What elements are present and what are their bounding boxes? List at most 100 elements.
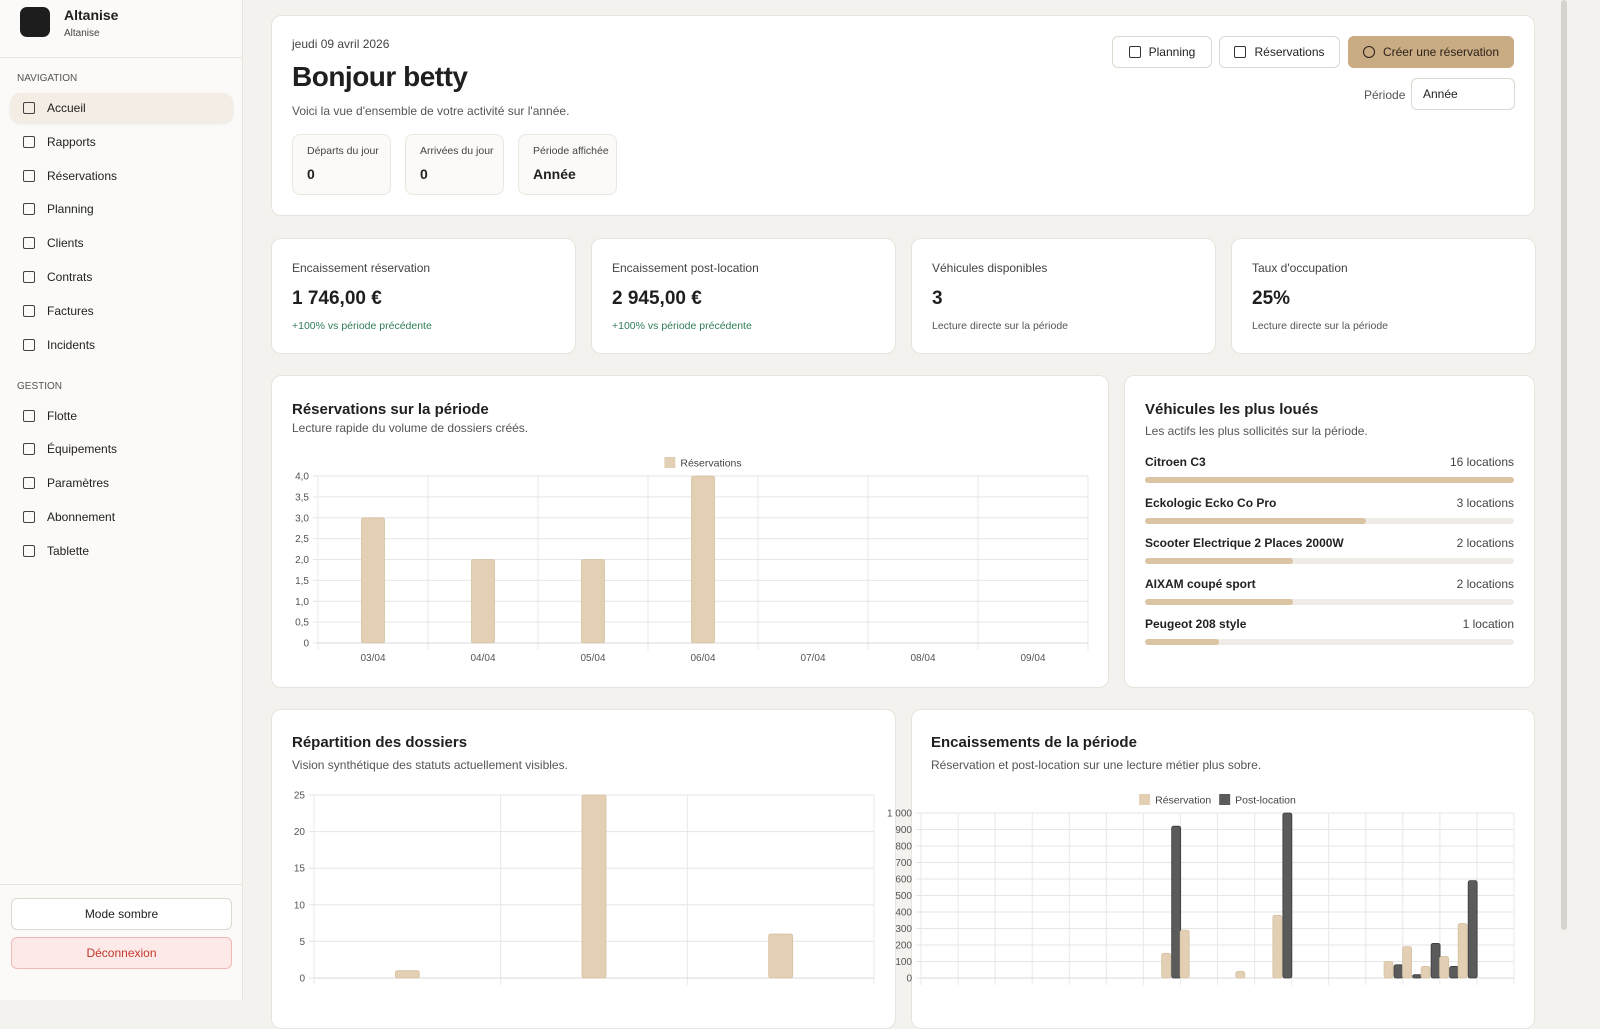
nav-item[interactable]: Rapports: [10, 127, 233, 157]
nav-label: Clients: [47, 236, 84, 251]
button-text: Créer une réservation: [1382, 45, 1500, 59]
kpi-note: Lecture directe sur la période: [1252, 320, 1388, 332]
nav-item[interactable]: Contrats: [10, 262, 233, 292]
create-button[interactable]: Créer une réservation: [1348, 36, 1514, 68]
vehicle-name: Citroen C3: [1145, 455, 1206, 469]
nav-item[interactable]: Planning: [10, 194, 233, 224]
vehicle-track: [1145, 598, 1514, 605]
divider: [0, 57, 242, 58]
reservations-card: [271, 375, 1109, 688]
kpi-value: 2 945,00 €: [612, 288, 702, 309]
vehicle-bar: [1145, 558, 1293, 565]
vehicle-name: Peugeot 208 style: [1145, 617, 1247, 632]
vehicle-track: [1145, 558, 1514, 565]
chart-title: Répartition des dossiers: [292, 734, 468, 751]
vehicle-name: Eckologic Ecko Co Pro: [1145, 495, 1277, 510]
theme-button[interactable]: Mode sombre: [11, 898, 232, 930]
nav-icon: [23, 409, 35, 422]
nav-icon: [23, 271, 35, 283]
vehicle-bar: [1145, 477, 1514, 483]
divider: [0, 884, 242, 885]
nav-section-title: NAVIGATION: [17, 73, 78, 84]
nav-label: Tablette: [47, 543, 90, 558]
date: jeudi 09 avril 2026: [292, 37, 390, 51]
sidebar: Altanise Altanise NAVIGATION Accueil Rappo…: [0, 0, 243, 1000]
kpi-label: Encaissement post-location: [612, 261, 759, 275]
stat-box: [405, 134, 504, 195]
y-tick-label: 500: [895, 891, 912, 902]
nav-item[interactable]: Incidents: [10, 330, 233, 360]
nav-label: Accueil: [47, 101, 86, 115]
planning-button[interactable]: Planning: [1112, 36, 1212, 68]
brand-sub: Altanise: [64, 28, 100, 39]
vehicle-track: [1145, 639, 1514, 646]
page: Altanise Altanise NAVIGATION Accueil Rappo…: [0, 0, 1567, 1029]
period-label: Période: [1364, 88, 1406, 102]
stat-box: [518, 134, 617, 195]
logout-button[interactable]: Déconnexion: [11, 937, 232, 969]
kpi-value: 3: [932, 288, 943, 309]
vehicle-name: Scooter Electrique 2 Places 2000W: [1145, 536, 1344, 551]
nav-icon: [23, 237, 35, 250]
dossiers-card: [271, 709, 896, 1029]
nav-icon: [23, 338, 35, 351]
nav-item[interactable]: Factures: [10, 296, 233, 326]
kpi-label: Véhicules disponibles: [932, 261, 1048, 275]
nav-label: Paramètres: [47, 476, 110, 491]
theme-button-text: Mode sombre: [84, 907, 159, 921]
nav-icon: [23, 477, 35, 490]
nav-item[interactable]: Tablette: [10, 536, 233, 566]
y-tick-label: 100: [895, 957, 912, 968]
nav-section-title: GESTION: [17, 380, 63, 392]
kpi-note: +100% vs période précédente: [612, 320, 752, 332]
kpi-value: 1 746,00 €: [292, 288, 382, 309]
nav-label: Factures: [47, 303, 94, 318]
vehicles-subtitle: Les actifs les plus sollicités sur la pé…: [1145, 424, 1368, 438]
nav-item[interactable]: Clients: [10, 228, 233, 258]
nav-icon: [23, 511, 35, 523]
nav-item[interactable]: Paramètres: [10, 468, 233, 498]
stat-value: 0: [307, 166, 315, 182]
nav-item[interactable]: Abonnement: [10, 502, 233, 532]
reservations-button[interactable]: Réservations: [1219, 36, 1340, 68]
chart-title: Réservations sur la période: [292, 401, 489, 418]
kpi-value: 25%: [1252, 288, 1291, 309]
nav-label: Flotte: [47, 408, 78, 423]
brand-name: Altanise: [64, 7, 119, 23]
stat-label: Arrivées du jour: [420, 145, 494, 157]
chart-subtitle: Réservation et post-location sur une lec…: [931, 758, 1262, 772]
kpi-card: [911, 238, 1216, 354]
y-tick-label: 900: [895, 825, 912, 836]
nav-item[interactable]: Réservations: [10, 161, 233, 191]
stat-box: [292, 134, 391, 195]
nav-item[interactable]: Flotte: [10, 401, 233, 431]
kpi-card: [591, 238, 896, 354]
nav-label: Réservations: [47, 168, 118, 183]
kpi-label: Encaissement réservation: [292, 261, 431, 275]
nav-label: Abonnement: [47, 510, 116, 524]
brand-logo: [20, 7, 50, 37]
period-select[interactable]: Année: [1411, 78, 1515, 110]
kpi-card: [1231, 238, 1536, 354]
vehicles-card: [1124, 375, 1535, 688]
nav-item[interactable]: Équipements: [10, 434, 233, 464]
button-text: Réservations: [1254, 45, 1325, 59]
nav-icon: [23, 544, 35, 557]
nav-label: Rapports: [47, 134, 96, 149]
stat-label: Période affichée: [533, 145, 609, 157]
kpi-note: +100% vs période précédente: [292, 320, 432, 332]
icon: [1128, 46, 1141, 58]
stat-label: Départs du jour: [307, 145, 379, 157]
nav-label: Incidents: [47, 337, 96, 352]
kpi-label: Taux d'occupation: [1252, 261, 1348, 275]
icon: [1362, 46, 1375, 58]
greeting: Bonjour betty: [292, 61, 468, 92]
header-subtitle: Voici la vue d'ensemble de votre activit…: [292, 104, 570, 118]
vehicle-count: 3 locations: [1456, 495, 1514, 510]
vehicle-count: 1 location: [1462, 617, 1514, 632]
stat-value: 0: [420, 166, 428, 182]
nav-item[interactable]: Accueil: [10, 93, 233, 123]
nav-label: Contrats: [47, 270, 93, 284]
vehicles-title: Véhicules les plus loués: [1145, 401, 1319, 418]
y-tick-label: 300: [895, 924, 912, 935]
